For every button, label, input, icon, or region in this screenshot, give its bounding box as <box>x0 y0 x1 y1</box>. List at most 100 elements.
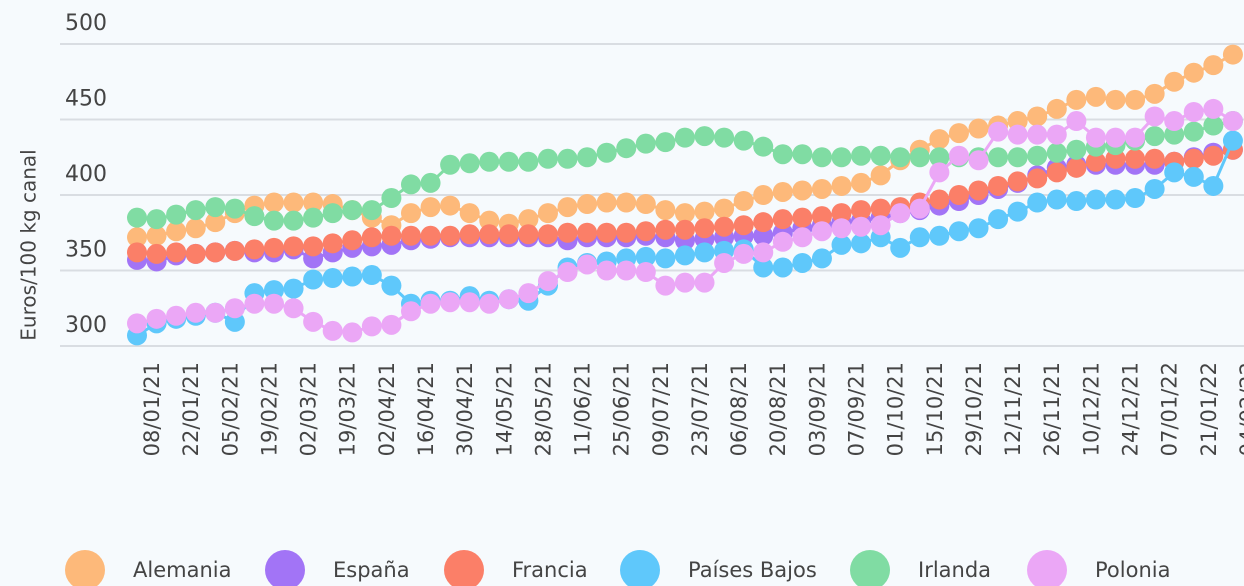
x-tick-label: 28/05/21 <box>531 362 555 456</box>
point <box>1222 44 1243 65</box>
point <box>577 254 598 275</box>
point <box>322 203 343 224</box>
point <box>1144 126 1165 147</box>
point <box>1027 106 1048 127</box>
point <box>361 227 382 248</box>
point <box>342 230 363 251</box>
point <box>831 203 852 224</box>
point <box>185 243 206 264</box>
point <box>1046 142 1067 163</box>
point <box>694 126 715 147</box>
point <box>498 289 519 310</box>
point <box>988 121 1009 142</box>
point <box>1222 130 1243 151</box>
point <box>674 245 695 266</box>
point <box>205 197 226 218</box>
x-tick-label: 26/11/21 <box>1040 362 1064 456</box>
point <box>753 242 774 263</box>
x-tick-label: 15/10/21 <box>923 362 947 456</box>
point <box>909 227 930 248</box>
legend-swatch <box>620 550 660 586</box>
point <box>127 242 147 263</box>
y-tick-label: 500 <box>65 11 107 36</box>
point <box>1007 147 1028 168</box>
point <box>1085 151 1106 172</box>
point <box>772 257 793 278</box>
point <box>400 203 421 224</box>
point <box>753 136 774 157</box>
point <box>1085 86 1106 107</box>
point <box>988 175 1009 196</box>
point <box>1007 201 1028 222</box>
point <box>851 200 872 221</box>
point <box>459 153 480 174</box>
legend-swatch <box>65 550 105 586</box>
point <box>381 314 402 335</box>
point <box>635 194 656 215</box>
series <box>127 139 1243 264</box>
point <box>714 216 735 237</box>
point <box>714 198 735 219</box>
point <box>1046 189 1067 210</box>
point <box>948 221 969 242</box>
point <box>890 203 911 224</box>
point <box>479 293 500 314</box>
point <box>440 225 461 246</box>
point <box>146 225 167 246</box>
point <box>792 227 813 248</box>
point <box>557 262 578 283</box>
point <box>577 194 598 215</box>
point <box>753 257 774 278</box>
point <box>792 252 813 273</box>
x-tick-label: 14/05/21 <box>492 362 516 456</box>
point <box>674 272 695 293</box>
point <box>1007 171 1028 192</box>
point <box>811 206 832 227</box>
point <box>948 123 969 144</box>
point <box>361 265 382 286</box>
point <box>1007 124 1028 145</box>
legend-label: España <box>333 558 410 582</box>
point <box>851 233 872 254</box>
point <box>655 132 676 153</box>
point <box>929 225 950 246</box>
point <box>263 237 284 258</box>
point <box>1222 111 1243 132</box>
point <box>929 162 950 183</box>
point <box>1105 89 1126 110</box>
point <box>714 252 735 273</box>
point <box>1183 166 1204 187</box>
point <box>420 225 441 246</box>
point <box>655 248 676 269</box>
point <box>185 200 206 221</box>
x-tick-label: 05/02/21 <box>218 362 242 456</box>
point <box>929 189 950 210</box>
point <box>361 316 382 337</box>
point <box>674 219 695 240</box>
point <box>400 174 421 195</box>
point <box>322 268 343 289</box>
y-tick-label: 400 <box>65 162 107 187</box>
point <box>851 216 872 237</box>
point <box>263 210 284 231</box>
legend-label: Polonia <box>1095 558 1170 582</box>
point <box>811 147 832 168</box>
point <box>733 191 754 212</box>
x-tick-label: 23/07/21 <box>688 362 712 456</box>
point <box>244 293 265 314</box>
point <box>1203 55 1224 76</box>
x-tick-label: 07/09/21 <box>845 362 869 456</box>
point <box>577 222 598 243</box>
x-tick-label: 21/01/22 <box>1197 362 1221 456</box>
point <box>518 151 539 172</box>
point <box>479 224 500 245</box>
point <box>440 195 461 216</box>
legend-label: Países Bajos <box>688 558 817 582</box>
point <box>205 242 226 263</box>
point <box>381 225 402 246</box>
y-tick-label: 450 <box>65 87 107 112</box>
point <box>146 308 167 329</box>
point <box>400 225 421 246</box>
point <box>909 198 930 219</box>
point <box>596 260 617 281</box>
